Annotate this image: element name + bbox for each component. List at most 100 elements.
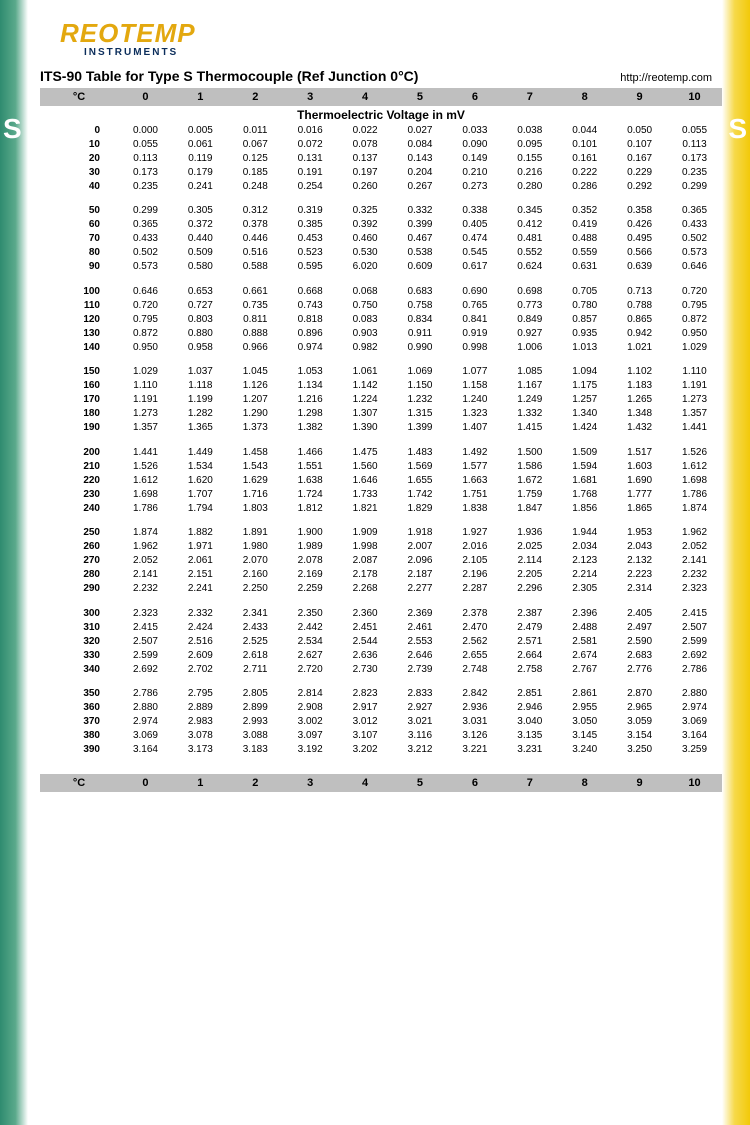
data-cell: 1.094 bbox=[557, 354, 612, 379]
data-cell: 2.571 bbox=[502, 634, 557, 648]
data-cell: 1.175 bbox=[557, 379, 612, 393]
data-cell: 1.290 bbox=[228, 407, 283, 421]
data-cell: 1.207 bbox=[228, 393, 283, 407]
data-cell: 3.135 bbox=[502, 729, 557, 743]
data-cell: 1.158 bbox=[447, 379, 502, 393]
data-cell: 1.077 bbox=[447, 354, 502, 379]
row-temp-label: 210 bbox=[40, 459, 118, 473]
data-cell: 1.399 bbox=[393, 421, 448, 435]
data-cell: 1.500 bbox=[502, 435, 557, 460]
brand-name: REOTEMP bbox=[60, 18, 196, 49]
data-cell: 1.768 bbox=[557, 487, 612, 501]
data-cell: 3.231 bbox=[502, 743, 557, 757]
data-cell: 0.083 bbox=[338, 312, 393, 326]
data-cell: 2.936 bbox=[447, 701, 502, 715]
data-cell: 2.350 bbox=[283, 596, 338, 621]
data-cell: 1.006 bbox=[502, 340, 557, 354]
data-cell: 1.716 bbox=[228, 487, 283, 501]
data-cell: 0.661 bbox=[228, 274, 283, 299]
data-cell: 0.974 bbox=[283, 340, 338, 354]
row-temp-label: 350 bbox=[40, 676, 118, 701]
data-cell: 2.599 bbox=[667, 634, 722, 648]
data-cell: 2.851 bbox=[502, 676, 557, 701]
data-cell: 3.183 bbox=[228, 743, 283, 757]
data-cell: 0.942 bbox=[612, 326, 667, 340]
data-cell: 2.683 bbox=[612, 648, 667, 662]
data-cell: 1.298 bbox=[283, 407, 338, 421]
data-cell: 0.095 bbox=[502, 137, 557, 151]
table-row: 3602.8802.8892.8992.9082.9172.9272.9362.… bbox=[40, 701, 722, 715]
data-cell: 1.742 bbox=[393, 487, 448, 501]
data-cell: 0.185 bbox=[228, 165, 283, 179]
data-cell: 0.935 bbox=[557, 326, 612, 340]
data-cell: 1.053 bbox=[283, 354, 338, 379]
page-title: ITS-90 Table for Type S Thermocouple (Re… bbox=[40, 68, 418, 84]
data-cell: 1.803 bbox=[228, 501, 283, 515]
data-cell: 1.021 bbox=[612, 340, 667, 354]
table-footer-row: °C012345678910 bbox=[40, 774, 722, 792]
data-cell: 0.332 bbox=[393, 193, 448, 218]
table-row: 3002.3232.3322.3412.3502.3602.3692.3782.… bbox=[40, 596, 722, 621]
column-header: 5 bbox=[393, 774, 448, 792]
data-cell: 0.849 bbox=[502, 312, 557, 326]
column-header: 2 bbox=[228, 88, 283, 106]
data-cell: 2.341 bbox=[228, 596, 283, 621]
data-cell: 0.067 bbox=[228, 137, 283, 151]
data-cell: 1.365 bbox=[173, 421, 228, 435]
row-temp-label: 40 bbox=[40, 179, 118, 193]
data-cell: 0.155 bbox=[502, 151, 557, 165]
data-cell: 0.173 bbox=[667, 151, 722, 165]
data-cell: 2.442 bbox=[283, 620, 338, 634]
data-cell: 1.232 bbox=[393, 393, 448, 407]
row-temp-label: 180 bbox=[40, 407, 118, 421]
data-cell: 0.872 bbox=[118, 326, 173, 340]
data-cell: 0.191 bbox=[283, 165, 338, 179]
data-cell: 0.101 bbox=[557, 137, 612, 151]
data-cell: 0.690 bbox=[447, 274, 502, 299]
data-cell: 0.795 bbox=[667, 298, 722, 312]
table-row: 2301.6981.7071.7161.7241.7331.7421.7511.… bbox=[40, 487, 722, 501]
row-temp-label: 380 bbox=[40, 729, 118, 743]
left-accent-strip bbox=[0, 0, 28, 1125]
data-cell: 2.178 bbox=[338, 568, 393, 582]
data-cell: 2.562 bbox=[447, 634, 502, 648]
data-cell: 3.221 bbox=[447, 743, 502, 757]
data-cell: 0.016 bbox=[283, 123, 338, 137]
data-cell: 0.523 bbox=[283, 246, 338, 260]
data-cell: 1.980 bbox=[228, 540, 283, 554]
data-cell: 0.022 bbox=[338, 123, 393, 137]
data-cell: 0.358 bbox=[612, 193, 667, 218]
data-cell: 0.113 bbox=[118, 151, 173, 165]
row-temp-label: 110 bbox=[40, 298, 118, 312]
data-cell: 2.314 bbox=[612, 582, 667, 596]
data-cell: 1.829 bbox=[393, 501, 448, 515]
row-temp-label: 140 bbox=[40, 340, 118, 354]
data-cell: 1.882 bbox=[173, 515, 228, 540]
data-cell: 2.739 bbox=[393, 662, 448, 676]
data-cell: 3.078 bbox=[173, 729, 228, 743]
data-cell: 3.050 bbox=[557, 715, 612, 729]
row-temp-label: 20 bbox=[40, 151, 118, 165]
column-header: 10 bbox=[667, 774, 722, 792]
data-cell: 2.711 bbox=[228, 662, 283, 676]
data-cell: 1.029 bbox=[118, 354, 173, 379]
data-cell: 2.396 bbox=[557, 596, 612, 621]
table-row: 3702.9742.9832.9933.0023.0123.0213.0313.… bbox=[40, 715, 722, 729]
data-cell: 0.502 bbox=[118, 246, 173, 260]
data-cell: 0.927 bbox=[502, 326, 557, 340]
data-cell: 2.123 bbox=[557, 554, 612, 568]
table-row: 3302.5992.6092.6182.6272.6362.6462.6552.… bbox=[40, 648, 722, 662]
title-bar: ITS-90 Table for Type S Thermocouple (Re… bbox=[40, 68, 722, 84]
data-cell: 2.870 bbox=[612, 676, 667, 701]
unit-header: °C bbox=[40, 88, 118, 106]
data-cell: 0.530 bbox=[338, 246, 393, 260]
data-cell: 1.323 bbox=[447, 407, 502, 421]
table-row: 400.2350.2410.2480.2540.2600.2670.2730.2… bbox=[40, 179, 722, 193]
table-row: 2501.8741.8821.8911.9001.9091.9181.9271.… bbox=[40, 515, 722, 540]
data-cell: 1.216 bbox=[283, 393, 338, 407]
column-header: 9 bbox=[612, 774, 667, 792]
data-cell: 0.705 bbox=[557, 274, 612, 299]
data-cell: 1.415 bbox=[502, 421, 557, 435]
data-cell: 1.663 bbox=[447, 473, 502, 487]
data-cell: 0.720 bbox=[118, 298, 173, 312]
